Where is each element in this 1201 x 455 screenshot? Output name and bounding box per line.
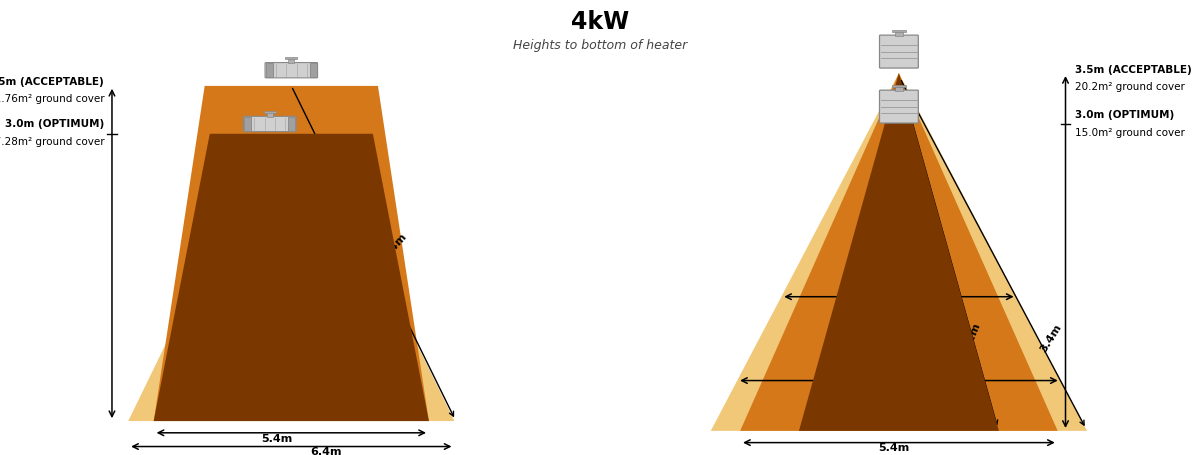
Polygon shape — [711, 73, 1087, 431]
Text: 20.2m² ground cover: 20.2m² ground cover — [1075, 82, 1185, 92]
Text: 17.28m² ground cover: 17.28m² ground cover — [0, 136, 104, 147]
Polygon shape — [154, 86, 429, 421]
FancyBboxPatch shape — [879, 90, 919, 123]
Polygon shape — [799, 73, 999, 431]
Bar — [892, 30, 906, 32]
Bar — [895, 32, 903, 36]
Text: 3.0m (OPTIMUM): 3.0m (OPTIMUM) — [1075, 111, 1175, 121]
Text: 3.2m: 3.2m — [961, 322, 982, 354]
Text: 3.0m (OPTIMUM): 3.0m (OPTIMUM) — [5, 119, 104, 129]
Polygon shape — [740, 73, 1058, 431]
Polygon shape — [129, 86, 454, 421]
Text: 3.2m: 3.2m — [331, 255, 359, 286]
Text: 5.5m: 5.5m — [884, 366, 914, 376]
Text: 15.0m² ground cover: 15.0m² ground cover — [1075, 128, 1185, 138]
Text: Heights to bottom of heater: Heights to bottom of heater — [513, 39, 687, 52]
FancyBboxPatch shape — [244, 116, 295, 131]
Text: 3.4m: 3.4m — [1039, 322, 1064, 354]
Text: 4kW: 4kW — [570, 10, 629, 34]
Bar — [288, 117, 295, 131]
Bar — [892, 85, 906, 87]
Text: 3.4m: 3.4m — [381, 231, 410, 261]
Text: 5.4m: 5.4m — [878, 444, 909, 454]
Bar — [265, 63, 273, 77]
Text: 4.0m: 4.0m — [873, 298, 904, 308]
Bar — [288, 58, 294, 63]
Bar — [286, 57, 297, 60]
Bar — [267, 112, 273, 117]
Text: 3.5m (ACCEPTABLE): 3.5m (ACCEPTABLE) — [1075, 65, 1193, 75]
FancyBboxPatch shape — [265, 63, 317, 78]
Bar — [264, 111, 276, 113]
FancyBboxPatch shape — [879, 35, 919, 68]
Text: 6.4m: 6.4m — [310, 447, 341, 455]
Text: 5.4m: 5.4m — [261, 434, 292, 444]
Bar — [310, 63, 317, 77]
Bar — [244, 117, 251, 131]
Text: 3.5m (ACCEPTABLE): 3.5m (ACCEPTABLE) — [0, 77, 104, 87]
Text: 21.76m² ground cover: 21.76m² ground cover — [0, 94, 104, 104]
Polygon shape — [154, 134, 429, 421]
Bar — [895, 87, 903, 91]
